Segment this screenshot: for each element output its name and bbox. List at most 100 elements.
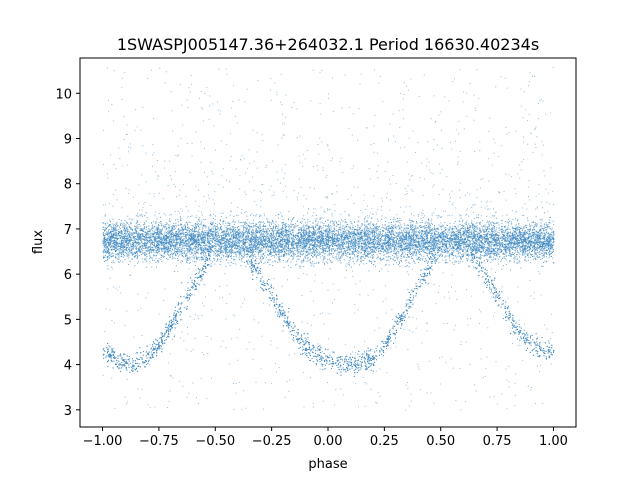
data-point [316,233,317,235]
data-point [287,265,289,267]
data-point [338,253,340,255]
data-point [391,227,393,229]
data-point [360,252,362,254]
data-point [273,244,275,246]
data-point [317,221,319,223]
data-point [169,233,171,235]
data-point [307,226,309,228]
data-point [371,242,373,243]
data-point [504,257,506,259]
data-point [190,238,192,239]
data-point [423,234,424,236]
chart-title: 1SWASPJ005147.36+264032.1 Period 16630.4… [117,35,539,54]
data-point [400,243,402,245]
data-point [507,231,509,233]
data-point [353,245,355,247]
data-point [364,217,366,219]
data-point [158,232,160,234]
data-point [154,244,155,246]
data-point [430,252,432,254]
data-point [227,240,229,241]
data-point [503,257,505,259]
data-point [195,248,196,250]
data-point [415,226,417,228]
data-point [381,234,383,236]
data-point [179,244,181,245]
data-point [519,260,521,262]
data-point [197,251,199,253]
data-point [268,236,269,238]
data-point [373,227,375,229]
data-point [123,239,125,241]
data-point [171,242,173,244]
data-point [366,256,368,257]
data-point [397,242,399,244]
data-point [168,224,170,226]
data-point [434,256,436,258]
data-point [495,244,497,246]
data-point [201,222,202,224]
data-point [209,265,211,267]
data-point [226,259,228,261]
data-point [312,230,314,232]
data-point [301,243,303,245]
data-point [424,240,426,242]
data-point [171,252,173,254]
data-point [317,229,319,231]
data-point [405,265,407,267]
data-point [454,225,456,227]
data-point [293,243,295,245]
data-point [365,256,367,258]
data-point [389,248,391,250]
data-point [296,248,298,250]
data-point [425,238,426,240]
data-point [530,242,532,244]
data-point [255,231,257,233]
data-point [151,249,153,251]
data-point [427,243,428,245]
data-point [446,250,448,252]
data-point [176,237,178,239]
data-point [178,230,180,232]
data-point [429,249,431,251]
data-point [208,242,210,244]
data-point [369,247,371,249]
data-point [344,252,346,254]
data-point [355,241,357,243]
data-point [488,242,490,244]
data-point [490,240,491,242]
data-point [431,229,433,231]
data-point [250,255,252,257]
data-point [222,238,224,240]
data-point [522,242,524,244]
data-point [113,226,115,228]
data-point [127,229,129,231]
data-point [381,235,383,237]
data-point [261,249,263,251]
data-point [197,246,198,248]
data-point [420,245,422,247]
data-point [356,231,358,233]
data-point [210,231,211,233]
data-point [306,233,308,235]
data-point [470,237,472,239]
data-point [374,251,375,252]
data-point [171,226,173,228]
data-point [339,258,340,260]
data-point [214,258,216,260]
data-point [269,247,271,248]
data-point [393,253,395,255]
data-point [472,254,474,256]
data-point [359,238,361,240]
data-point [408,220,410,222]
data-point [107,268,109,270]
data-point [201,252,203,254]
data-point [105,224,107,226]
data-point [359,231,361,233]
data-point [182,248,184,250]
data-point [319,225,321,227]
data-point [500,232,502,234]
data-point [321,227,322,229]
data-point [380,231,382,233]
data-point [511,241,513,243]
